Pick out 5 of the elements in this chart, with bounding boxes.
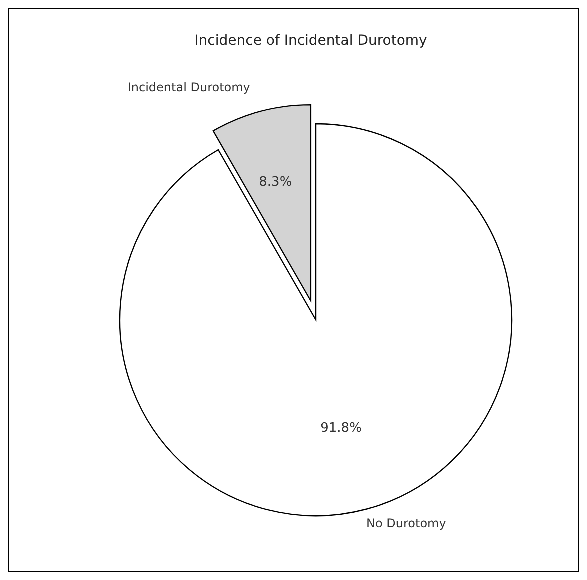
slice-label: Incidental Durotomy: [128, 80, 250, 95]
chart-title: Incidence of Incidental Durotomy: [194, 33, 428, 49]
data-label: 8.3%: [259, 174, 292, 190]
data-label: 91.8%: [320, 421, 362, 436]
slice-label: No Durotomy: [366, 516, 446, 530]
